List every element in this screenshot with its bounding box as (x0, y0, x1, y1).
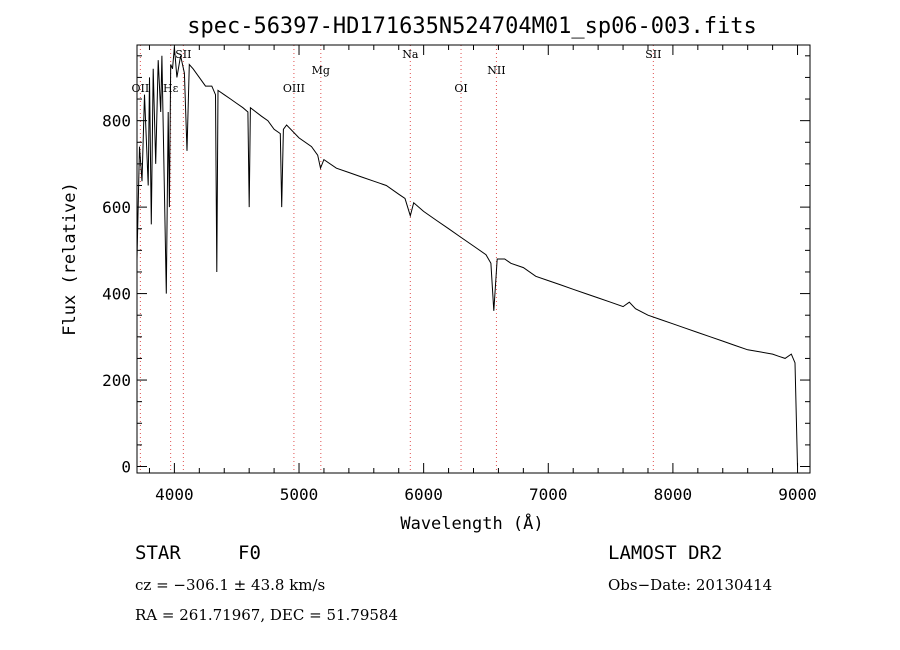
x-tick-label: 5000 (280, 485, 319, 504)
x-axis-label: Wavelength (Å) (400, 512, 543, 534)
line-marker-label: Na (402, 48, 419, 61)
x-tick-label: 6000 (404, 485, 443, 504)
x-tick-label: 8000 (654, 485, 693, 504)
plot-frame (136, 44, 811, 474)
x-tick-label: 9000 (778, 485, 817, 504)
y-axis: 0 200 400 600 800 (102, 55, 810, 477)
line-marker-label: SII (645, 48, 661, 61)
survey-label: LAMOST DR2 (608, 542, 722, 564)
line-marker-label: OI (454, 82, 467, 95)
x-tick-label: 7000 (529, 485, 568, 504)
spectrum-line (136, 47, 798, 467)
x-tick-label: 4000 (155, 485, 194, 504)
y-tick-label: 0 (121, 458, 131, 477)
object-subclass: F0 (238, 542, 261, 564)
y-tick-label: 200 (102, 371, 131, 390)
y-axis-label: Flux (relative) (60, 182, 80, 336)
line-marker-label: NII (487, 64, 505, 77)
x-axis: 4000 5000 6000 7000 8000 9000 (148, 45, 817, 504)
line-marker-label: Mg (312, 64, 330, 77)
y-tick-label: 600 (102, 198, 131, 217)
ra-dec: RA = 261.71967, DEC = 51.79584 (135, 606, 398, 624)
y-tick-label: 800 (102, 112, 131, 131)
chart-title: spec-56397-HD171635N524704M01_sp06-003.f… (187, 14, 757, 39)
obs-date: Obs−Date: 20130414 (608, 576, 772, 594)
line-marker-label: SII (175, 48, 191, 61)
redshift-cz: cz = −306.1 ± 43.8 km/s (135, 576, 325, 594)
line-marker-label: OII (132, 82, 150, 95)
object-class: STAR (135, 542, 181, 564)
y-tick-label: 400 (102, 285, 131, 304)
line-marker-label: OIII (283, 82, 305, 95)
